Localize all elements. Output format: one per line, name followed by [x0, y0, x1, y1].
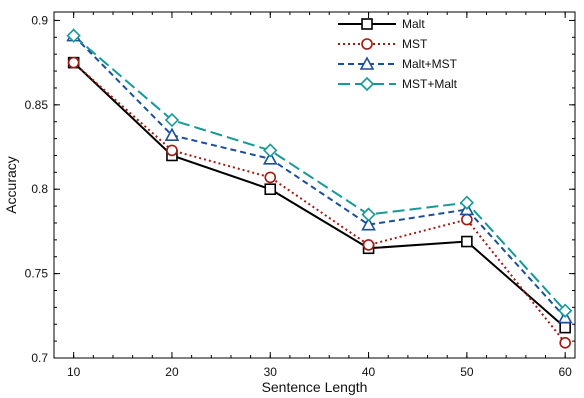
data-point-malt: [461, 235, 473, 248]
series-line-malt: [72, 61, 566, 329]
series-line-mst-plus-malt: [73, 34, 566, 312]
data-point-mst-plus-malt: [263, 143, 278, 158]
x-tick-label: 10: [67, 365, 81, 379]
y-tick-label: 0.7: [31, 351, 48, 365]
x-tick-label: 30: [264, 365, 278, 379]
legend-marker: [359, 56, 375, 70]
data-point-mst: [264, 171, 277, 184]
data-point-mst: [362, 239, 375, 251]
plot-frame: [53, 11, 576, 359]
data-point-malt-plus-mst: [164, 127, 180, 142]
data-point-mst: [166, 144, 178, 157]
legend-marker: [359, 76, 375, 92]
data-point-mst: [461, 213, 473, 226]
x-tick-label: 20: [165, 365, 179, 379]
x-tick-label: 60: [558, 365, 572, 379]
data-point-mst-plus-malt: [459, 195, 474, 210]
data-point-mst-plus-malt: [558, 303, 573, 318]
y-tick-label: 0.85: [25, 98, 49, 112]
data-point-malt-plus-mst: [262, 151, 278, 165]
legend-label: MST+Malt: [402, 77, 458, 91]
data-point-mst-plus-malt: [66, 28, 81, 43]
y-tick-label: 0.9: [31, 13, 48, 27]
y-tick-label: 0.8: [31, 182, 48, 196]
data-point-mst-plus-malt: [361, 207, 376, 222]
y-tick-label: 0.75: [25, 267, 49, 281]
legend-marker: [361, 38, 373, 50]
data-point-malt: [559, 321, 571, 334]
data-point-malt: [264, 183, 277, 196]
y-axis-label: Accuracy: [3, 156, 19, 214]
x-tick-label: 50: [460, 365, 474, 379]
data-point-mst: [67, 56, 80, 69]
series-line-mst: [72, 61, 566, 344]
data-point-mst-plus-malt: [164, 112, 180, 128]
x-axis-label: Sentence Length: [262, 379, 368, 395]
legend-label: Malt: [402, 17, 425, 31]
data-point-mst: [559, 337, 571, 349]
legend-marker: [361, 18, 373, 30]
x-tick-label: 40: [362, 365, 376, 379]
legend-label: MST: [402, 37, 428, 51]
legend-label: Malt+MST: [402, 57, 458, 71]
data-point-malt-plus-mst: [361, 216, 376, 231]
series-line-malt-plus-mst: [72, 34, 566, 319]
